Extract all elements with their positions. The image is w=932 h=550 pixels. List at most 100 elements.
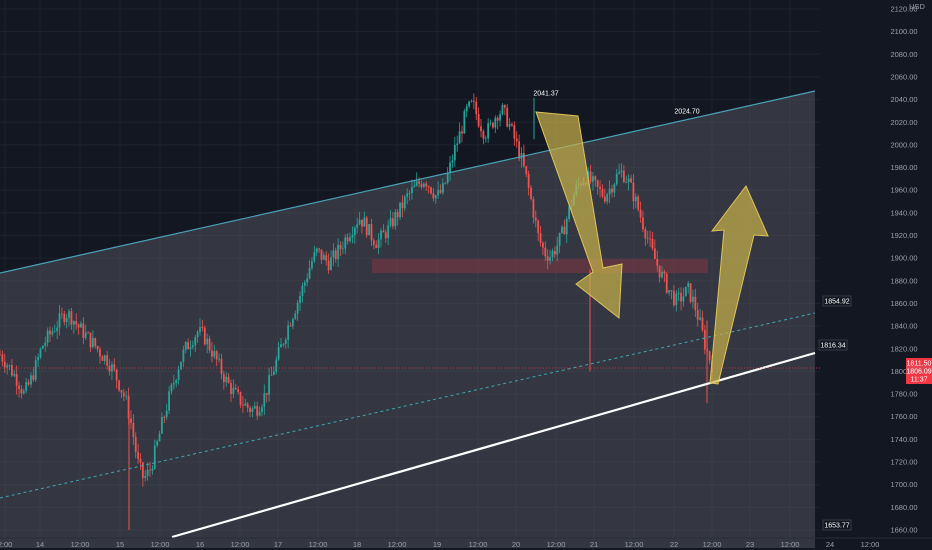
candle-body (58, 313, 61, 328)
current-price-1-text: 1811.50 (907, 361, 932, 368)
up-arrow[interactable] (709, 185, 769, 385)
upper-channel-line[interactable] (0, 90, 816, 274)
candle-body (565, 219, 568, 235)
candle-body (132, 422, 135, 437)
candle-body (542, 242, 544, 248)
candle-body (206, 338, 209, 345)
candle-body (130, 418, 132, 423)
candle-body (184, 342, 187, 350)
candle-body (334, 250, 337, 260)
candle-body (708, 351, 711, 361)
y-tick-label: 1660.00 (890, 526, 917, 535)
candle-body (568, 206, 571, 220)
down-arrow[interactable] (535, 111, 623, 319)
candle-body (170, 384, 173, 392)
x-tick-label: 18 (353, 540, 361, 549)
x-tick-label: 19 (433, 540, 441, 549)
candle-body (394, 212, 397, 227)
candle-body (115, 369, 118, 381)
lower-support-line[interactable] (171, 351, 816, 539)
candle-body (20, 389, 23, 394)
lower-channel-price-text: 1816.34 (820, 343, 845, 350)
upper-channel-price-label: 2024.70 (673, 106, 701, 116)
x-tick-label: 17 (274, 540, 282, 549)
candle-body (639, 209, 642, 218)
candle-body (53, 331, 56, 333)
candle-body (122, 392, 125, 397)
candle-body (506, 107, 509, 127)
y-tick-label: 1960.00 (890, 186, 917, 195)
candle-body (75, 321, 78, 325)
candle-body (70, 311, 73, 325)
candle-body (37, 357, 40, 361)
candle-body (625, 182, 628, 183)
candle-body (484, 138, 487, 140)
candle-body (296, 302, 299, 314)
candle-body (203, 327, 206, 345)
candle-body (30, 375, 32, 385)
candle-body (149, 469, 151, 471)
candle-body (175, 380, 178, 383)
candle-body (118, 380, 120, 391)
candle-body (699, 317, 701, 320)
candle-body (234, 387, 237, 390)
candle-body (342, 248, 344, 250)
price-axis-background (820, 0, 932, 550)
mid-channel-line[interactable] (0, 312, 816, 499)
candle-body (413, 185, 416, 188)
candle-body (299, 295, 301, 303)
candle-body (656, 258, 659, 266)
candle-body (618, 172, 621, 174)
candle-body (227, 376, 230, 383)
y-tick-label: 1920.00 (890, 231, 917, 240)
candle-body (539, 233, 542, 243)
candle-body (261, 407, 263, 413)
x-tick-label: 12:00 (71, 540, 90, 549)
y-tick-label: 1820.00 (890, 344, 917, 353)
candle-body (25, 382, 28, 392)
y-tick-label: 1980.00 (890, 163, 917, 172)
candle-body (49, 330, 51, 335)
candle-body (120, 390, 123, 393)
bottom-price-text: 1653.77 (824, 523, 849, 530)
candle-body (144, 475, 147, 478)
candle-body (220, 358, 223, 375)
x-tick-label: 12:00 (231, 540, 250, 549)
candle-body (241, 404, 244, 406)
candle-body (468, 101, 471, 107)
candle-body (196, 332, 199, 338)
candle-body (308, 268, 311, 279)
candle-body (113, 364, 116, 370)
candle-body (437, 190, 440, 196)
candle-body (680, 292, 682, 302)
time-axis[interactable]: 2:00 14 12:00 15 12:00 16 12:00 17 12:00 18 12:00 1… (0, 540, 879, 549)
candle-body (232, 387, 235, 394)
y-tick-label: 1860.00 (890, 299, 917, 308)
candle-body (125, 395, 128, 397)
candle-body (432, 193, 435, 199)
candle-body (358, 219, 361, 225)
candle-body (34, 360, 37, 380)
candle-body (289, 325, 292, 327)
candle-body (201, 327, 204, 328)
candle-body (408, 192, 411, 194)
candle-body (251, 408, 254, 413)
candle-body (489, 122, 492, 124)
price-axis[interactable]: 1660.00 1680.00 1700.00 1720.00 1740.00 1760.… (890, 5, 917, 535)
candle-body (351, 235, 354, 238)
candle-body (344, 237, 347, 249)
candle-body (177, 369, 180, 381)
current-price-2-text: 1806.09 (906, 369, 931, 376)
candle-body (222, 374, 225, 383)
candle-body (670, 290, 673, 292)
candle-body (477, 114, 480, 127)
x-tick-label: 21 (590, 540, 598, 549)
candle-body (194, 337, 197, 346)
candle-body (315, 248, 318, 253)
candle-body (322, 255, 325, 260)
y-tick-label: 1760.00 (890, 412, 917, 421)
candle-body (630, 178, 632, 183)
candle-body (668, 290, 671, 293)
candle-body (44, 342, 47, 346)
